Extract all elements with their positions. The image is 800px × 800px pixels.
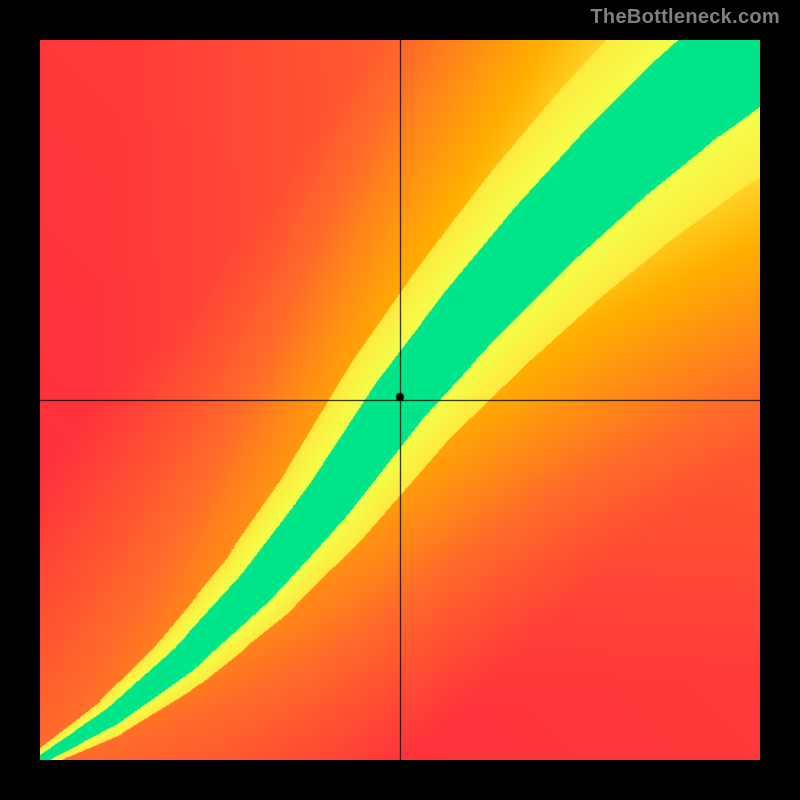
chart-container: TheBottleneck.com <box>0 0 800 800</box>
heatmap-plot <box>40 40 760 760</box>
heatmap-canvas <box>40 40 760 760</box>
watermark-text: TheBottleneck.com <box>590 6 780 29</box>
